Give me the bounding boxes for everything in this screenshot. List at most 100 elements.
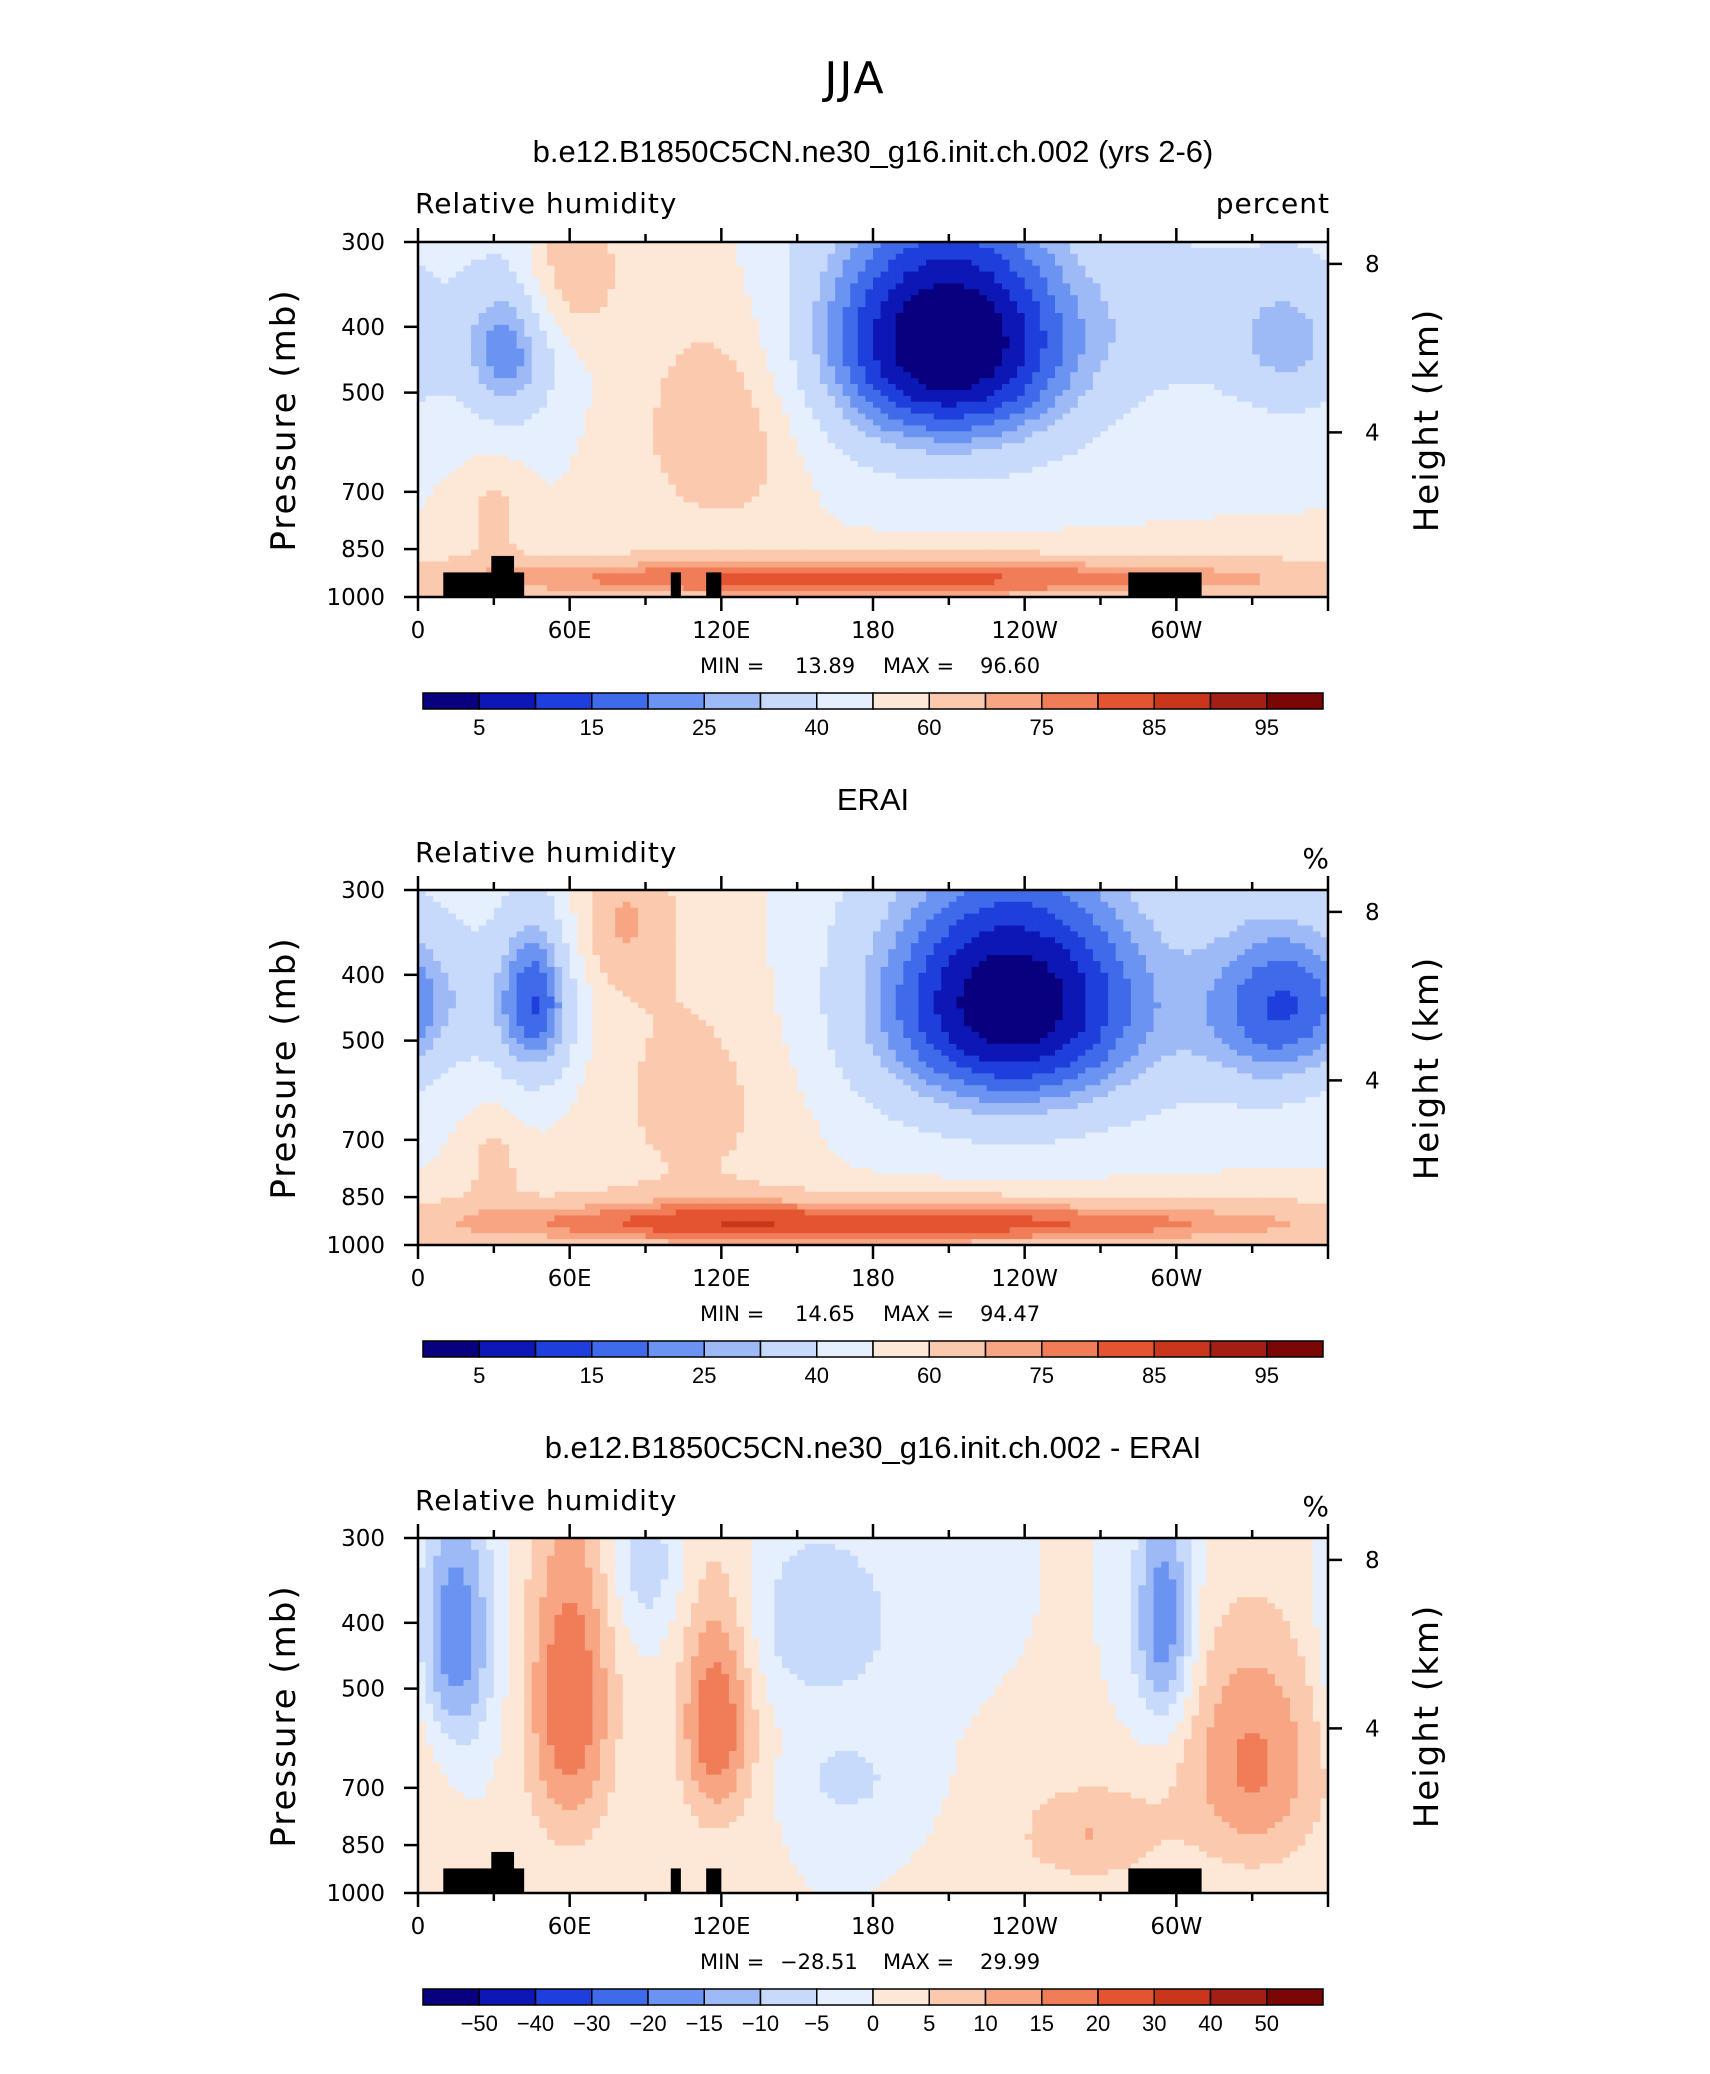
contour-cell: [463, 478, 472, 486]
contour-cell: [1123, 342, 1132, 350]
contour-cell: [766, 472, 776, 480]
contour-cell: [1085, 372, 1094, 379]
contour-cell: [630, 478, 639, 486]
contour-cell: [493, 378, 503, 385]
contour-cell: [600, 277, 609, 285]
contour-cell: [1320, 247, 1329, 255]
contour-cell: [1024, 425, 1033, 432]
contour-cell: [842, 265, 851, 273]
contour-cell: [1305, 307, 1314, 314]
contour-cell: [1267, 360, 1276, 367]
contour-cell: [455, 478, 465, 486]
contour-cell: [660, 330, 669, 338]
contour-cell: [728, 336, 738, 344]
contour-cell: [691, 271, 700, 279]
contour-cell: [1024, 472, 1033, 480]
contour-cell: [668, 242, 677, 249]
contour-cell: [842, 455, 851, 462]
contour-cell: [1085, 478, 1094, 486]
contour-cell: [850, 366, 859, 373]
contour-cell: [1115, 259, 1124, 267]
contour-cell: [471, 484, 480, 492]
contour-cell: [455, 253, 465, 261]
contour-cell: [1024, 407, 1033, 415]
contour-cell: [1252, 283, 1261, 290]
contour-cell: [1305, 283, 1314, 290]
contour-cell: [774, 336, 783, 344]
contour-cell: [964, 307, 973, 314]
contour-cell: [433, 348, 442, 356]
contour-cell: [1168, 443, 1177, 450]
contour-cell: [956, 419, 965, 427]
contour-cell: [455, 460, 465, 468]
contour-cell: [804, 301, 813, 308]
contour-cell: [1176, 247, 1185, 255]
contour-cell: [895, 318, 904, 326]
contour-cell: [1259, 460, 1268, 468]
contour-cell: [1199, 342, 1208, 350]
contour-cell: [546, 372, 556, 379]
contour-cell: [1032, 460, 1041, 468]
contour-cell: [691, 265, 700, 273]
contour-cell: [1100, 265, 1109, 273]
contour-cell: [1221, 324, 1231, 332]
contour-cell: [539, 384, 548, 391]
contour-cell: [486, 472, 495, 480]
contour-cell: [478, 407, 487, 415]
contour-cell: [797, 401, 806, 409]
contour-cell: [1115, 271, 1124, 279]
contour-cell: [835, 384, 844, 391]
contour-cell: [539, 443, 548, 450]
contour-cell: [910, 455, 920, 462]
contour-cell: [546, 419, 556, 427]
contour-cell: [1115, 460, 1124, 468]
contour-cell: [865, 330, 874, 338]
contour-cell: [721, 301, 730, 308]
contour-cell: [691, 484, 700, 492]
contour-cell: [1001, 283, 1011, 290]
contour-cell: [1176, 271, 1185, 279]
contour-cell: [1168, 395, 1177, 403]
contour-cell: [1191, 384, 1200, 391]
contour-cell: [1077, 318, 1086, 326]
contour-cell: [531, 425, 540, 432]
contour-cell: [562, 313, 571, 320]
contour-cell: [1176, 259, 1185, 267]
contour-cell: [1017, 313, 1026, 320]
contour-cell: [478, 354, 487, 361]
contour-cell: [721, 372, 730, 379]
contour-cell: [1168, 342, 1177, 350]
contour-cell: [895, 289, 904, 296]
contour-cell: [562, 425, 571, 432]
contour-cell: [812, 307, 821, 314]
contour-cell: [524, 419, 533, 427]
contour-cell: [1039, 313, 1049, 320]
contour-cell: [1130, 318, 1140, 326]
contour-cell: [1017, 372, 1026, 379]
contour-cell: [569, 372, 578, 379]
contour-cell: [918, 242, 927, 249]
contour-cell: [698, 247, 707, 255]
contour-cell: [531, 478, 540, 486]
contour-cell: [440, 425, 449, 432]
contour-cell: [698, 360, 707, 367]
contour-cell: [812, 313, 821, 320]
contour-cell: [1017, 443, 1026, 450]
contour-cell: [1138, 354, 1147, 361]
contour-cell: [1237, 455, 1246, 462]
contour-cell: [857, 336, 867, 344]
contour-cell: [592, 378, 601, 385]
contour-cell: [1009, 466, 1018, 474]
contour-cell: [759, 407, 768, 415]
contour-cell: [910, 318, 920, 326]
contour-cell: [592, 389, 601, 397]
contour-cell: [592, 413, 601, 421]
contour-cell: [1320, 307, 1329, 314]
contour-cell: [797, 431, 806, 438]
contour-cell: [1252, 242, 1261, 249]
contour-cell: [691, 460, 700, 468]
contour-cell: [562, 247, 571, 255]
contour-cell: [448, 449, 457, 456]
contour-cell: [865, 289, 874, 296]
contour-cell: [425, 431, 434, 438]
